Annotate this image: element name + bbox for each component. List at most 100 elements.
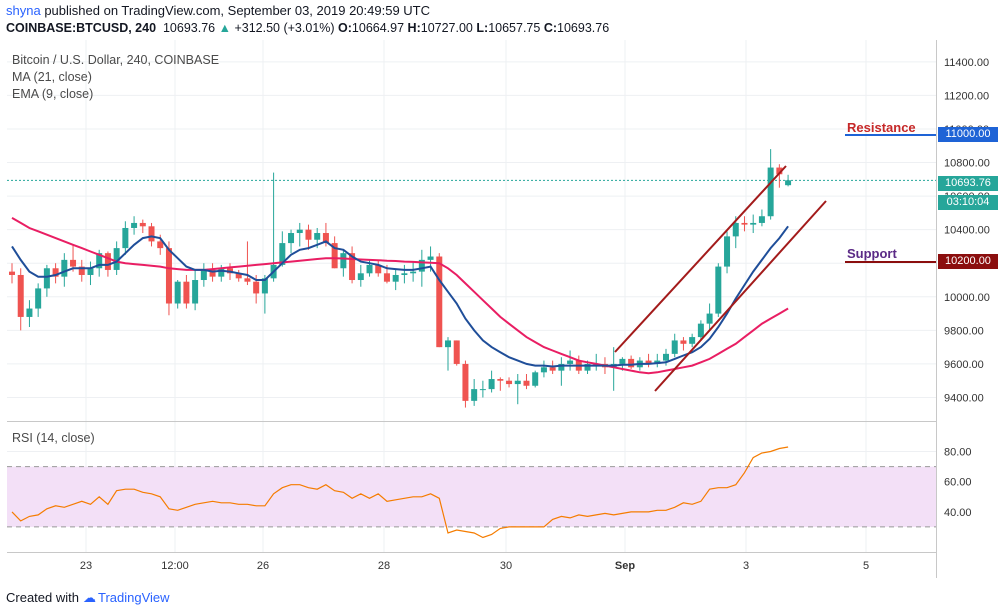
candle-body: [750, 222, 757, 225]
close-label: C:: [543, 21, 558, 35]
rsi-legend[interactable]: RSI (14, close): [12, 431, 95, 445]
time-tick-label: 5: [863, 560, 869, 572]
candle-body: [540, 367, 547, 373]
candle-body: [558, 363, 565, 371]
candle-body: [349, 253, 356, 281]
ma-legend[interactable]: MA (21, close): [12, 70, 92, 84]
symbol-line: COINBASE:BTCUSD, 240 10693.76 ▲ +312.50 …: [6, 21, 609, 35]
price-tick-label: 11400.00: [944, 57, 989, 69]
price-tick-label: 10400.00: [944, 225, 990, 237]
candle-body: [314, 233, 321, 240]
candle-body: [689, 337, 696, 344]
candle-body: [392, 274, 399, 282]
candle-body: [436, 256, 443, 348]
candle-body: [671, 340, 678, 354]
candle-body: [418, 259, 425, 272]
candle-body: [9, 271, 15, 275]
high-value: 10727.00: [420, 21, 473, 35]
candle-body: [462, 363, 469, 401]
time-tick-label: 3: [743, 560, 749, 572]
candle-body: [680, 340, 687, 344]
time-tick-label: 26: [257, 560, 269, 572]
ma-21-line: [11, 217, 789, 375]
candle-body: [375, 264, 382, 274]
time-tick-label: 12:00: [161, 560, 189, 572]
candle-body: [383, 273, 390, 282]
price-tick-label: 10000.00: [944, 292, 990, 304]
rsi-tick-label: 60.00: [944, 477, 972, 489]
price-tick-label: 11200.00: [944, 90, 989, 102]
candle-body: [235, 273, 242, 279]
rsi-tick-label: 80.00: [944, 447, 972, 459]
publish-text: published on TradingView.com, September …: [44, 3, 430, 18]
publish-line: shyna published on TradingView.com, Sept…: [6, 3, 430, 18]
candle-body: [523, 380, 530, 386]
candle-body: [148, 226, 155, 242]
candle-body: [157, 241, 164, 249]
countdown-tag: 03:10:04: [938, 195, 998, 210]
trendline-upper: [614, 165, 787, 353]
open-label: O:: [338, 21, 352, 35]
candle-body: [104, 253, 111, 270]
time-tick-label: 23: [80, 560, 92, 572]
symbol: COINBASE:BTCUSD, 240: [6, 21, 157, 35]
footer-created: Created with: [6, 590, 79, 605]
last-price: 10693.76: [162, 21, 216, 35]
candle-body: [279, 243, 286, 265]
candle-body: [401, 273, 408, 275]
candle-body: [549, 367, 556, 371]
author-name[interactable]: shyna: [6, 3, 41, 18]
tradingview-logo-icon: ☁: [82, 590, 96, 605]
ema-legend[interactable]: EMA (9, close): [12, 87, 94, 101]
last-price-tag: 10693.76: [938, 176, 998, 191]
candle-body: [506, 380, 513, 385]
candle-body: [26, 308, 33, 317]
candle-body: [706, 313, 713, 324]
candle-body: [296, 229, 303, 234]
low-value: 10657.75: [488, 21, 541, 35]
close-value: 10693.76: [557, 21, 610, 35]
candle-body: [17, 274, 24, 317]
change-value: +312.50 (+3.01%): [234, 21, 335, 35]
footer-brand[interactable]: TradingView: [97, 590, 170, 605]
candle-body: [741, 222, 748, 225]
footer: Created with ☁ TradingView: [6, 590, 170, 606]
time-tick-label: 28: [378, 560, 390, 572]
candle-body: [357, 273, 364, 281]
candle-body: [305, 229, 312, 240]
candle-body: [96, 253, 103, 269]
candle-body: [715, 266, 722, 314]
candle-body: [331, 243, 338, 269]
candle-body: [497, 379, 504, 381]
candle-body: [697, 323, 704, 338]
candle-body: [174, 281, 181, 304]
candle-body: [628, 358, 635, 368]
candle-body: [200, 269, 207, 281]
candle-body: [488, 379, 495, 390]
candle-body: [165, 248, 172, 304]
price-axis-ticks: 9400.009600.009800.0010000.0010200.00104…: [944, 57, 990, 519]
candle-body: [758, 216, 765, 223]
candle-body: [70, 259, 77, 267]
chart-title: Bitcoin / U.S. Dollar, 240, COINBASE: [12, 53, 220, 67]
candle-body: [340, 253, 347, 269]
candle-body: [645, 360, 652, 364]
candle-body: [453, 340, 460, 364]
resistance-price-tag: 11000.00: [938, 127, 998, 142]
candle-body: [322, 233, 329, 244]
price-tick-label: 10800.00: [944, 158, 990, 170]
low-label: L:: [476, 21, 489, 35]
open-value: 10664.97: [351, 21, 405, 35]
rsi-tick-label: 40.00: [944, 507, 972, 519]
candle-body: [253, 281, 260, 294]
rsi-line: [11, 446, 789, 539]
rsi-band: [7, 466, 936, 527]
candle-body: [113, 248, 120, 270]
ema-9-line: [11, 225, 789, 368]
candle-body: [288, 233, 295, 244]
candle-body: [567, 360, 574, 364]
candle-body: [732, 222, 739, 237]
candle-body: [619, 358, 626, 364]
candle-body: [663, 353, 669, 361]
price-tick-label: 9600.00: [944, 359, 984, 371]
